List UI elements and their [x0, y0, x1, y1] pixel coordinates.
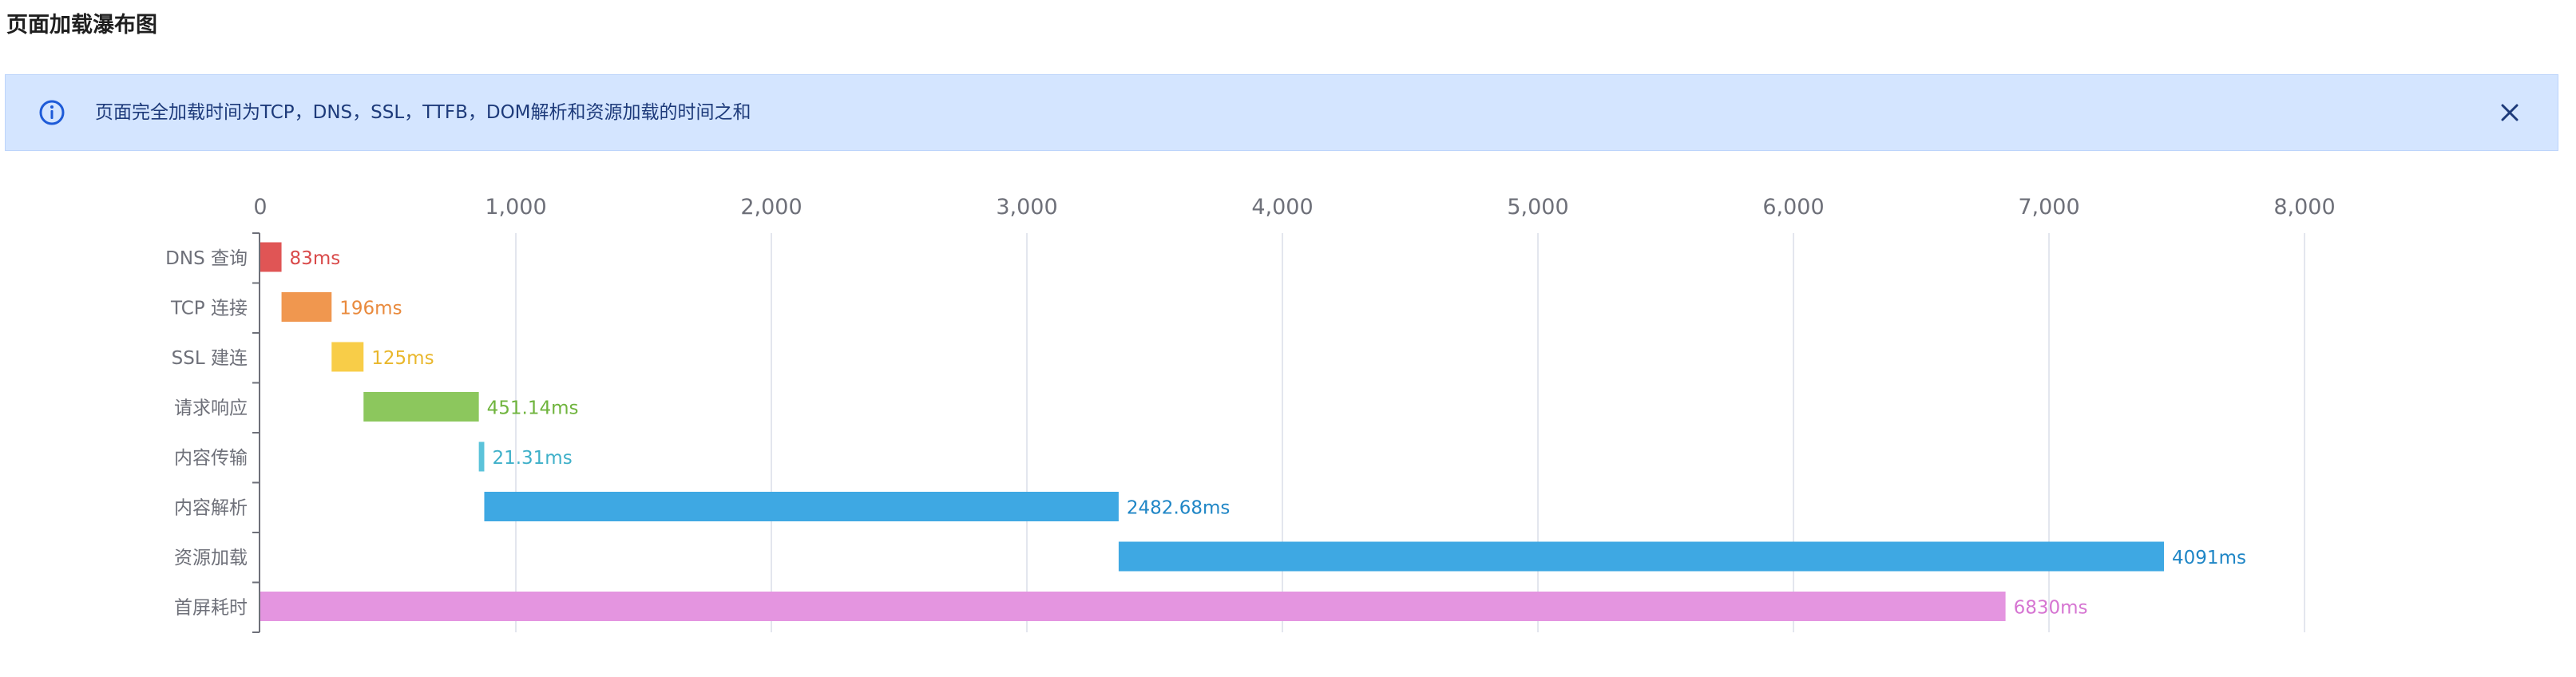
x-tick-label: 8,000 [2273, 195, 2335, 220]
x-tick-label: 3,000 [996, 195, 1057, 220]
x-tick-label: 0 [253, 195, 267, 220]
bar [260, 242, 282, 272]
bar [281, 292, 332, 322]
data-label: 451.14ms [487, 398, 579, 419]
category-label: 资源加载 [174, 548, 248, 568]
data-label: 2482.68ms [1127, 498, 1231, 519]
bar [1118, 541, 2165, 572]
data-label: 83ms [290, 248, 341, 269]
category-label: 首屏耗时 [174, 598, 248, 619]
bar [363, 392, 479, 422]
category-label: 内容解析 [174, 498, 248, 519]
bar [484, 492, 1119, 521]
category-label: SSL 建连 [172, 348, 248, 369]
data-label: 125ms [371, 348, 434, 369]
x-tick-label: 6,000 [1762, 195, 1824, 220]
category-label: 内容传输 [174, 448, 248, 469]
info-banner: 页面完全加载时间为TCP，DNS，SSL，TTFB，DOM解析和资源加载的时间之… [5, 74, 2558, 151]
x-tick-label: 7,000 [2018, 195, 2079, 220]
bar [260, 592, 2006, 621]
x-tick-label: 5,000 [1507, 195, 1568, 220]
data-label: 6830ms [2014, 598, 2088, 619]
x-tick-label: 2,000 [740, 195, 802, 220]
category-label: 请求响应 [174, 398, 248, 419]
category-label: DNS 查询 [165, 248, 248, 269]
page-title: 页面加载瀑布图 [6, 13, 157, 38]
data-label: 4091ms [2172, 548, 2246, 568]
banner-text: 页面完全加载时间为TCP，DNS，SSL，TTFB，DOM解析和资源加载的时间之… [95, 102, 751, 123]
category-label: TCP 连接 [170, 299, 248, 319]
x-tick-label: 1,000 [485, 195, 546, 220]
data-label: 196ms [339, 299, 402, 319]
close-icon[interactable] [2495, 97, 2525, 128]
x-tick-label: 4,000 [1251, 195, 1313, 220]
bar [331, 342, 364, 372]
data-label: 21.31ms [492, 448, 572, 469]
bar [478, 441, 485, 472]
waterfall-chart: 0 1,000 2,000 3,000 4,000 5,000 6,000 7,000 8,00… [165, 195, 2336, 633]
info-circle-icon [39, 100, 65, 125]
